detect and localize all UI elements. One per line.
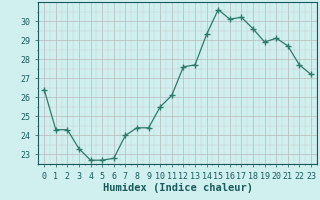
X-axis label: Humidex (Indice chaleur): Humidex (Indice chaleur) <box>103 183 252 193</box>
